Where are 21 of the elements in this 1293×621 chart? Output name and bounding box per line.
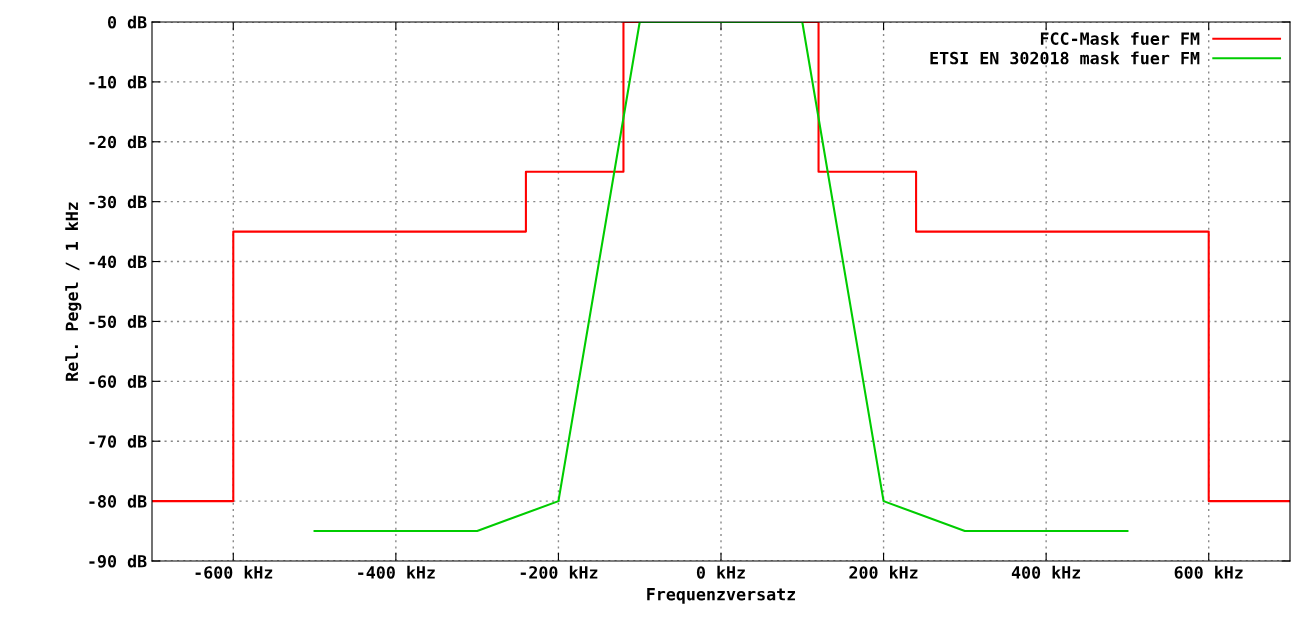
y-tick-label: -40 dB [89,255,147,269]
x-tick-label: -200 kHz [520,565,598,579]
y-tick-label: -20 dB [89,135,147,149]
x-tick-label: -600 kHz [195,565,273,579]
legend-label: ETSI EN 302018 mask fuer FM [930,51,1200,65]
x-tick-label: -400 kHz [358,565,435,579]
x-axis-title: Frequenzversatz [647,588,796,604]
y-tick-label: -70 dB [89,434,147,448]
y-tick-label: -50 dB [89,315,147,329]
legend-label: FCC-Mask fuer FM [1040,32,1200,45]
y-axis-title: Rel. Pegel / 1 kHz [65,202,82,381]
y-tick-label: -90 dB [89,554,147,568]
x-tick-label: 0 kHz [696,565,745,579]
y-tick-label: 0 dB [108,15,147,29]
y-tick-label: -60 dB [89,375,147,388]
x-tick-label: 200 kHz [849,565,918,579]
x-tick-label: 600 kHz [1174,565,1243,579]
x-tick-label: 400 kHz [1011,565,1081,579]
y-tick-label: -10 dB [89,75,147,89]
y-tick-label: -80 dB [89,494,147,508]
y-tick-label: -30 dB [89,195,147,209]
